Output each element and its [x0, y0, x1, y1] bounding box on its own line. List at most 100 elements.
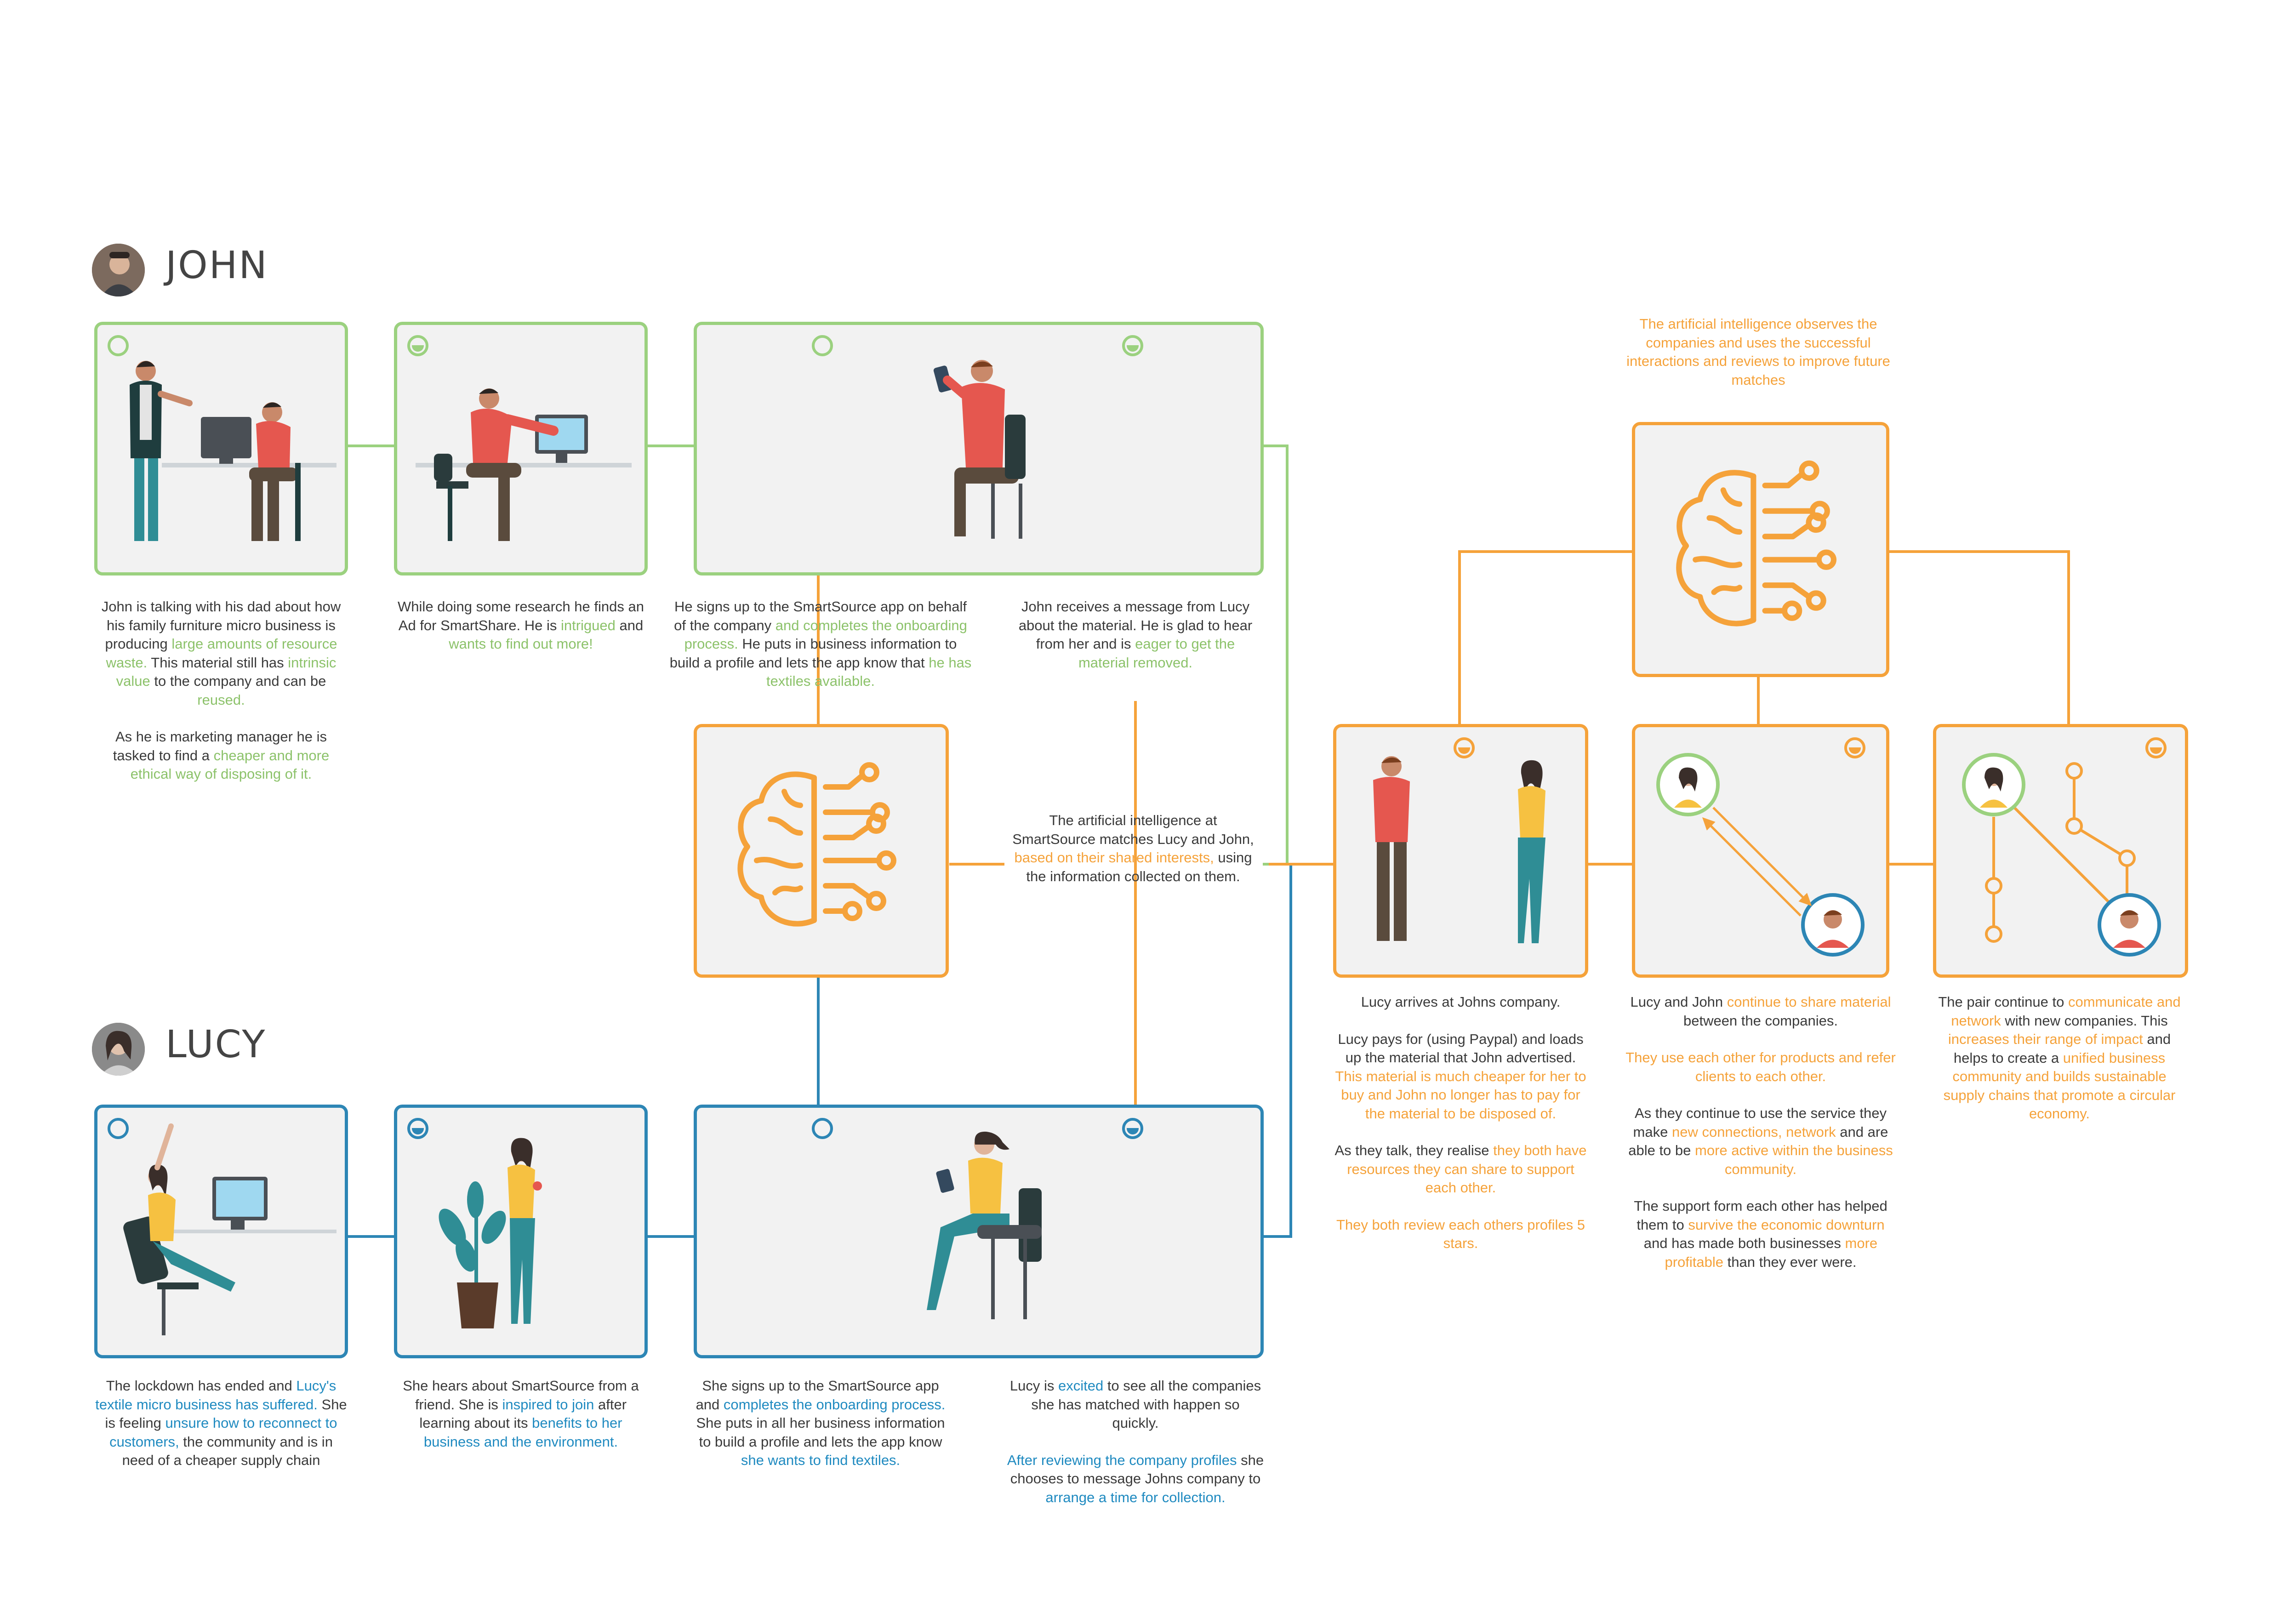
john-step-3-text: He signs up to the SmartSource app on be… — [669, 598, 972, 709]
text-segment: more active within the business communit… — [1695, 1142, 1893, 1177]
paragraph: The artificial intelligence observes the… — [1623, 315, 1894, 389]
text-segment: communicate and network — [1951, 994, 2181, 1029]
john-name: JOHN — [165, 244, 268, 287]
paragraph: The pair continue to communicate and net… — [1931, 993, 2188, 1123]
text-segment: She hears about SmartSource from a frien… — [403, 1378, 639, 1413]
text-segment: As they talk, they realise — [1334, 1142, 1494, 1158]
satisfied-face-icon — [1122, 1118, 1143, 1139]
paragraph: As he is marketing manager he is tasked … — [94, 728, 348, 784]
paragraph: The support form each other has helped t… — [1625, 1197, 1896, 1271]
text-segment: based on their shared interests, — [1014, 849, 1214, 866]
ai-learn-text: The artificial intelligence observes the… — [1623, 315, 1894, 408]
paragraph: They use each other for products and ref… — [1625, 1048, 1896, 1086]
text-segment: Lucy arrives at Johns company. — [1361, 994, 1561, 1010]
text-segment: Lucy is — [1009, 1378, 1058, 1394]
lucy-step-1-text: The lockdown has ended and Lucy's textil… — [94, 1377, 348, 1488]
ai-match-text: The artificial intelligence at SmartSour… — [1007, 811, 1260, 904]
text-segment: to see all the companies she has matched… — [1031, 1378, 1261, 1431]
frustrated-face-icon — [108, 1118, 129, 1139]
text-segment: The lockdown has ended and — [106, 1378, 297, 1394]
text-segment: and helps to create a — [1953, 1031, 2171, 1066]
text-segment: excited — [1058, 1378, 1104, 1394]
text-segment: The support form each other has helped t… — [1634, 1198, 1888, 1233]
satisfied-face-icon — [1122, 335, 1143, 356]
connector-john-to-meet — [1263, 444, 1289, 866]
text-segment: intrinsic value — [116, 654, 336, 689]
text-segment: This material still has — [147, 654, 288, 671]
outcome-1-card — [1333, 724, 1588, 978]
text-segment: completes the onboarding process. — [723, 1396, 946, 1413]
ai-learn-card — [1632, 422, 1889, 677]
text-segment: with new companies. This — [2001, 1012, 2168, 1029]
text-segment: and has made both businesses — [1643, 1235, 1845, 1251]
happy-face-icon — [812, 1118, 833, 1139]
text-segment: This material is much cheaper for her to… — [1335, 1068, 1586, 1122]
lucy-step-1-card — [94, 1105, 348, 1358]
lucy-step-3-text: She signs up to the SmartSource app and … — [690, 1377, 952, 1488]
paragraph: The lockdown has ended and Lucy's textil… — [94, 1377, 348, 1470]
text-segment: large amounts of resource waste. — [106, 636, 337, 671]
ai-match-card — [694, 724, 949, 978]
paragraph: They both review each others profiles 5 … — [1333, 1216, 1588, 1253]
paragraph: John is talking with his dad about how h… — [94, 598, 348, 709]
connector-lucy-to-meet — [1263, 864, 1292, 1238]
text-segment: After reviewing the company profiles — [1007, 1452, 1237, 1468]
outcome-2-text: Lucy and John continue to share material… — [1625, 993, 1896, 1290]
text-segment: unified business community and builds su… — [1943, 1049, 2176, 1122]
ai-brain-icon — [1676, 460, 1837, 627]
lucy-step-3-4-card — [694, 1105, 1264, 1358]
text-segment: As he is marketing manager he is tasked … — [113, 729, 327, 764]
text-segment: increases their range of impact — [1948, 1031, 2143, 1047]
john-and-dad-illustration — [130, 361, 336, 541]
outcome-3-card — [1933, 724, 2188, 978]
text-segment: more profitable — [1665, 1235, 1878, 1270]
text-segment: As they continue to use the service they… — [1633, 1105, 1887, 1140]
text-segment: the community and is in need of a cheape… — [122, 1433, 333, 1469]
text-segment: John receives a message from Lucy about … — [1018, 598, 1253, 652]
text-segment: They use each other for products and ref… — [1625, 1049, 1896, 1084]
satisfied-face-icon — [407, 335, 428, 356]
text-segment: They both review each others profiles 5 … — [1336, 1216, 1585, 1252]
text-segment: cheaper and more ethical way of disposin… — [130, 747, 330, 782]
paragraph: He signs up to the SmartSource app on be… — [669, 598, 972, 691]
outcome-1-text: Lucy arrives at Johns company. Lucy pays … — [1333, 993, 1588, 1271]
text-segment: He puts in business information to build… — [669, 636, 957, 671]
text-segment: inspired to join — [502, 1396, 594, 1413]
text-segment: The artificial intelligence at SmartSour… — [1012, 812, 1254, 847]
neutral-face-icon — [108, 335, 129, 356]
text-segment: The artificial intelligence observes the… — [1626, 316, 1890, 388]
text-segment: intrigued — [560, 617, 616, 633]
text-segment: after learning about its — [419, 1396, 627, 1431]
paragraph: Lucy is excited to see all the companies… — [1007, 1377, 1264, 1433]
text-segment: continue to share material — [1727, 994, 1891, 1010]
sharing-exchange-illustration — [1656, 753, 1865, 957]
text-segment: benefits to her business and the environ… — [423, 1415, 622, 1450]
text-segment: Lucy pays for (using Paypal) and loads u… — [1338, 1031, 1584, 1066]
lucy-stretching-illustration — [123, 1123, 336, 1335]
paragraph: After reviewing the company profiles she… — [1007, 1451, 1264, 1507]
paragraph: The artificial intelligence at SmartSour… — [1007, 811, 1260, 886]
lucy-step-4-text: Lucy is excited to see all the companies… — [1007, 1377, 1264, 1525]
paragraph: She signs up to the SmartSource app and … — [690, 1377, 952, 1470]
text-segment: Lucy's textile micro business has suffer… — [95, 1378, 336, 1413]
john-avatar — [92, 244, 145, 296]
happy-face-icon — [812, 335, 833, 356]
text-segment: she chooses to message Johns company to — [1010, 1452, 1264, 1487]
text-segment: John is talking with his dad about how h… — [101, 598, 341, 652]
text-segment: using the information collected on them. — [1026, 849, 1252, 884]
text-segment: wants to find out more! — [449, 636, 593, 652]
outcome-2-card — [1632, 724, 1889, 978]
satisfied-face-icon — [1844, 737, 1865, 758]
text-segment: to the company and can be — [150, 673, 326, 689]
paragraph: As they talk, they realise they both hav… — [1333, 1141, 1588, 1197]
john-step-4-text: John receives a message from Lucy about … — [1011, 598, 1260, 690]
john-step-2-card — [394, 322, 648, 576]
text-segment: than they ever were. — [1723, 1254, 1857, 1270]
text-segment: arrange a time for collection. — [1045, 1489, 1226, 1505]
text-segment: unsure how to reconnect to customers, — [109, 1415, 337, 1450]
outcome-3-text: The pair continue to communicate and net… — [1931, 993, 2188, 1142]
text-segment: She puts in all her business information… — [696, 1415, 945, 1450]
text-segment: survive the economic downturn — [1688, 1216, 1885, 1233]
lucy-name: LUCY — [165, 1023, 267, 1066]
text-segment: and — [615, 617, 644, 633]
